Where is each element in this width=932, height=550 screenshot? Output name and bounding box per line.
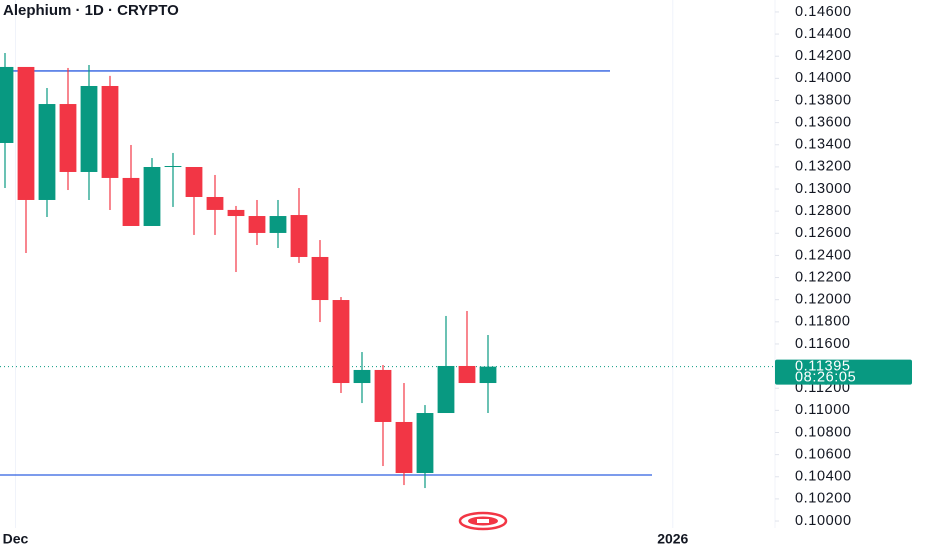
candle-body: [227, 209, 245, 217]
price-box-bg: [775, 359, 912, 385]
candle-body: [17, 66, 35, 200]
last-price-label: 0.11395: [795, 358, 851, 374]
candle-body: [143, 166, 161, 226]
y-tick-label: 0.12000: [795, 292, 852, 308]
y-tick-label: 0.13000: [795, 181, 852, 197]
candle-body: [164, 166, 182, 168]
y-tick-label: 0.12200: [795, 269, 852, 285]
y-tick-label: 0.14200: [795, 48, 852, 64]
logo-mark: [477, 519, 489, 523]
y-tick-label: 0.14000: [795, 70, 852, 86]
candle-body: [311, 256, 329, 301]
candle-body: [437, 365, 455, 414]
candle-body: [479, 366, 497, 384]
y-tick-label: 0.11000: [795, 402, 851, 418]
candle-body: [374, 369, 392, 422]
candle-body: [122, 177, 140, 226]
candle-body: [269, 216, 287, 233]
candle-body: [248, 216, 266, 233]
x-tick-label: Dec: [3, 531, 29, 547]
logo[interactable]: [458, 511, 508, 531]
y-tick-label: 0.14400: [795, 26, 852, 42]
candle-body: [458, 365, 476, 384]
price-axis-panel: [775, 0, 932, 550]
candle-body: [0, 66, 14, 143]
candle-body: [185, 166, 203, 197]
y-tick-label: 0.12600: [795, 225, 852, 241]
y-tick-label: 0.12400: [795, 247, 852, 263]
y-tick-label: 0.13800: [795, 92, 852, 108]
candle-body: [290, 215, 308, 257]
y-tick-label: 0.11600: [795, 336, 851, 352]
candle-body: [59, 104, 77, 172]
candle-body: [80, 85, 98, 172]
y-tick-label: 0.13400: [795, 137, 852, 153]
y-tick-label: 0.11800: [795, 314, 851, 330]
y-tick-label: 0.13200: [795, 159, 852, 175]
x-tick-label: 2026: [657, 531, 688, 547]
countdown-label: 08:26:05: [795, 369, 856, 385]
candle-body: [206, 196, 224, 210]
candle-body: [416, 413, 434, 473]
chart-title: Alephium · 1D · CRYPTO: [3, 2, 179, 19]
y-tick-label: 0.14600: [795, 4, 852, 20]
candle-body: [101, 85, 119, 178]
y-tick-label: 0.10600: [795, 446, 852, 462]
y-tick-label: 0.10400: [795, 469, 852, 485]
candle-body: [38, 104, 56, 200]
candle-body: [353, 369, 371, 384]
y-tick-label: 0.13600: [795, 114, 852, 130]
y-tick-label: 0.10200: [795, 491, 852, 507]
y-tick-label: 0.10000: [795, 513, 852, 529]
plot-area: [0, 0, 775, 528]
y-tick-label: 0.12800: [795, 203, 852, 219]
candle-body: [332, 300, 350, 384]
y-tick-label: 0.10800: [795, 424, 852, 440]
candle-body: [395, 421, 413, 473]
